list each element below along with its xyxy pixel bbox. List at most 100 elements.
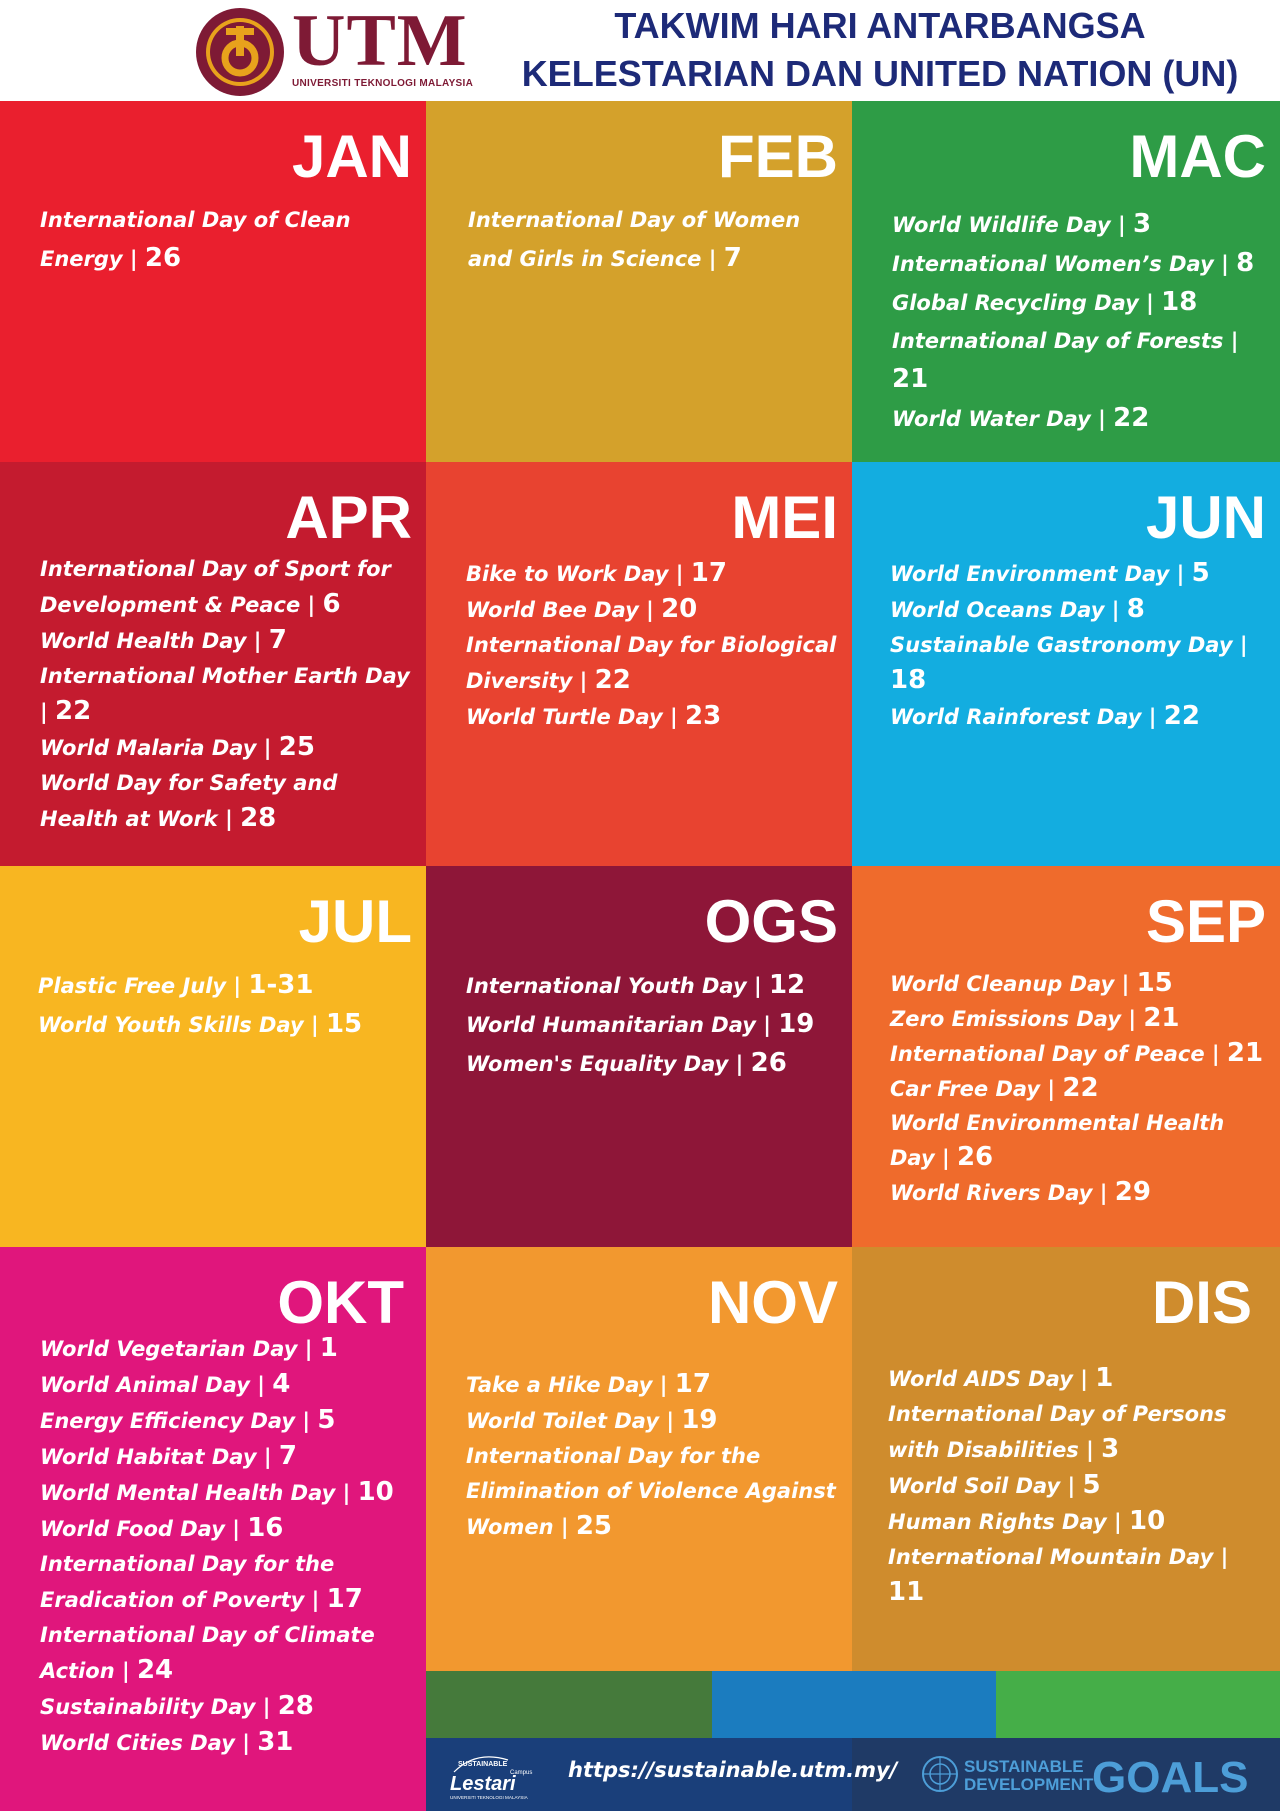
event-item: World Rainforest Day | 22 xyxy=(890,701,1200,731)
event-label: International Women’s Day xyxy=(892,252,1214,276)
event-item: International Day for the Elimination of… xyxy=(466,1444,836,1541)
sdg-line2: DEVELOPMENT xyxy=(964,1775,1094,1794)
month-cell-mac: MAC World Wildlife Day | 3 International … xyxy=(852,101,1280,462)
month-title: DIS xyxy=(1151,1269,1252,1336)
event-list: International Day of Women and Girls in … xyxy=(468,201,842,278)
sdg-line1: SUSTAINABLE xyxy=(964,1757,1084,1776)
event-day: 7 xyxy=(723,243,742,273)
event-item: Car Free Day | 22 xyxy=(890,1073,1099,1103)
event-item: International Day of Forests | 21 xyxy=(892,329,1239,394)
event-label: International Mother Earth Day xyxy=(40,664,410,688)
event-label: Plastic Free July xyxy=(38,974,227,998)
month-title: NOV xyxy=(707,1269,838,1336)
event-day: 8 xyxy=(1236,248,1255,278)
event-item: Bike to Work Day | 17 xyxy=(466,558,727,588)
event-label: World Wildlife Day xyxy=(892,213,1111,237)
event-list: World Cleanup Day | 15 Zero Emissions Day… xyxy=(890,966,1270,1210)
event-item: World Cities Day | 31 xyxy=(40,1727,294,1757)
event-label: World Health Day xyxy=(40,629,247,653)
event-day: 21 xyxy=(1143,1003,1180,1033)
event-item: World Malaria Day | 25 xyxy=(40,732,315,762)
event-day: 22 xyxy=(54,696,92,726)
event-list: World AIDS Day | 1 International Day of P… xyxy=(888,1361,1270,1611)
event-day: 1 xyxy=(319,1333,338,1363)
event-day: 21 xyxy=(892,364,929,394)
utm-wordmark: UTM xyxy=(292,0,468,82)
month-cell-jun: JUN World Environment Day | 5 World Ocean… xyxy=(852,462,1280,866)
color-bar-2 xyxy=(712,1671,996,1738)
event-day: 17 xyxy=(690,558,727,588)
event-day: 5 xyxy=(1082,1470,1101,1500)
event-label: International Youth Day xyxy=(466,974,747,998)
event-item: Women's Equality Day | 26 xyxy=(466,1048,787,1078)
event-label: International Day of Clean Energy xyxy=(40,208,351,271)
event-label: Human Rights Day xyxy=(888,1510,1107,1534)
event-item: World Bee Day | 20 xyxy=(466,594,698,624)
event-item: Plastic Free July | 1-31 xyxy=(38,970,314,1000)
event-day: 6 xyxy=(322,589,341,619)
event-label: World Rivers Day xyxy=(890,1181,1093,1205)
event-list: World Environment Day | 5 World Oceans Da… xyxy=(890,556,1270,735)
event-day: 26 xyxy=(144,243,182,273)
event-item: World Vegetarian Day | 1 xyxy=(40,1333,338,1363)
event-day: 7 xyxy=(268,625,287,655)
lestari-top-text: SUSTAINABLE xyxy=(458,1761,508,1768)
event-day: 8 xyxy=(1126,594,1145,624)
event-item: World Habitat Day | 7 xyxy=(40,1441,297,1471)
event-list: World Wildlife Day | 3 International Wome… xyxy=(892,205,1270,438)
page-title-line1: TAKWIM HARI ANTARBANGSA xyxy=(614,5,1146,46)
event-item: International Mother Earth Day | 22 xyxy=(40,664,410,726)
utm-crest-icon xyxy=(196,8,284,96)
event-day: 10 xyxy=(357,1477,394,1507)
event-label: World Mental Health Day xyxy=(40,1481,336,1505)
event-list: Bike to Work Day | 17 World Bee Day | 20 I… xyxy=(466,556,842,735)
event-day: 15 xyxy=(1136,968,1173,998)
event-item: World Environment Day | 5 xyxy=(890,558,1210,588)
event-day: 22 xyxy=(1163,701,1200,731)
event-label: Global Recycling Day xyxy=(892,291,1139,315)
event-item: World Oceans Day | 8 xyxy=(890,594,1145,624)
event-item: International Day of Clean Energy | 26 xyxy=(40,208,351,273)
event-label: World Water Day xyxy=(892,407,1091,431)
event-list: International Day of Sport for Developme… xyxy=(40,552,416,837)
event-day: 5 xyxy=(1191,558,1210,588)
event-day: 26 xyxy=(956,1142,994,1172)
event-label: World AIDS Day xyxy=(888,1367,1073,1391)
month-cell-feb: FEB International Day of Women and Girls… xyxy=(426,101,852,462)
event-label: Bike to Work Day xyxy=(466,562,669,586)
event-day: 15 xyxy=(325,1009,363,1039)
event-label: World Oceans Day xyxy=(890,598,1105,622)
event-label: World Day for Safety and Health at Work xyxy=(40,771,338,831)
event-label: International Mountain Day xyxy=(888,1545,1214,1569)
month-title: SEP xyxy=(1145,888,1266,955)
event-label: Zero Emissions Day xyxy=(890,1007,1122,1031)
website-link[interactable]: https://sustainable.utm.my/ xyxy=(568,1758,898,1782)
event-label: World Cleanup Day xyxy=(890,972,1115,996)
event-item: World AIDS Day | 1 xyxy=(888,1363,1114,1393)
event-item: World Water Day | 22 xyxy=(892,403,1150,433)
un-emblem-icon xyxy=(922,1756,958,1792)
event-day: 26 xyxy=(750,1048,787,1078)
lestari-campus-text: Campus xyxy=(510,1770,532,1776)
color-bar-1 xyxy=(426,1671,712,1738)
event-day: 24 xyxy=(136,1655,174,1685)
month-title: JAN xyxy=(291,123,412,190)
event-label: International Day of Persons with Disabi… xyxy=(888,1402,1227,1462)
event-item: International Youth Day | 12 xyxy=(466,970,806,1000)
event-label: International Day for the Eradication of… xyxy=(40,1552,335,1612)
event-item: World Environmental Health Day | 26 xyxy=(890,1111,1225,1172)
month-title: OGS xyxy=(704,888,838,955)
event-item: International Day for the Eradication of… xyxy=(40,1552,363,1614)
month-cell-jul: JUL Plastic Free July | 1-31 World Youth … xyxy=(0,866,426,1247)
event-label: Sustainability Day xyxy=(40,1695,256,1719)
event-day: 5 xyxy=(317,1405,336,1435)
event-day: 19 xyxy=(778,1009,815,1039)
event-label: International Day of Forests xyxy=(892,329,1224,353)
month-title: APR xyxy=(285,484,412,551)
event-label: World Humanitarian Day xyxy=(466,1013,756,1037)
month-cell-apr: APR International Day of Sport for Devel… xyxy=(0,462,426,866)
event-label: World Cities Day xyxy=(40,1731,235,1755)
event-item: Energy Efficiency Day | 5 xyxy=(40,1405,336,1435)
event-day: 12 xyxy=(768,970,806,1000)
